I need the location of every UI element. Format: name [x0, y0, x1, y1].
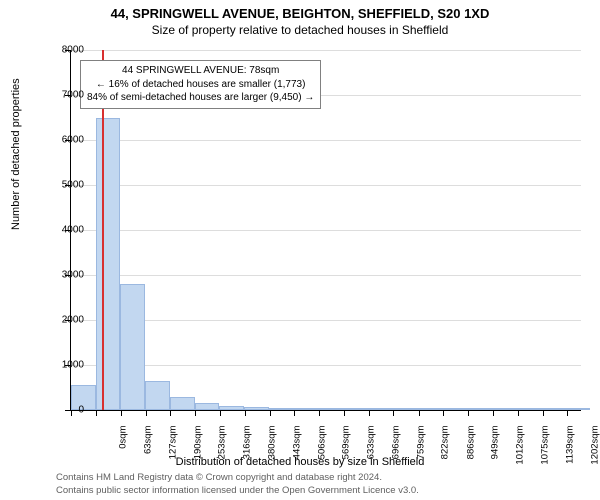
gridline — [71, 275, 581, 276]
histogram-bar — [96, 118, 121, 411]
histogram-bar — [516, 408, 541, 410]
info-line: 44 SPRINGWELL AVENUE: 78sqm — [87, 64, 314, 78]
x-tick — [195, 410, 196, 416]
x-tick — [543, 410, 544, 416]
x-tick-label: 316sqm — [241, 426, 252, 476]
x-tick — [443, 410, 444, 416]
x-tick-label: 506sqm — [316, 426, 327, 476]
histogram-bar — [293, 408, 318, 410]
histogram-bar — [368, 408, 393, 410]
gridline — [71, 50, 581, 51]
x-tick — [71, 410, 72, 416]
x-tick-label: 886sqm — [465, 426, 476, 476]
attribution-line: Contains HM Land Registry data © Crown c… — [56, 472, 419, 484]
histogram-bar — [318, 408, 343, 410]
info-box: 44 SPRINGWELL AVENUE: 78sqm ← 16% of det… — [80, 60, 321, 109]
y-tick-label: 7000 — [62, 90, 84, 101]
histogram-bar — [541, 408, 566, 410]
x-tick-label: 1139sqm — [564, 426, 575, 476]
x-tick — [493, 410, 494, 416]
chart-subtitle: Size of property relative to detached ho… — [0, 21, 600, 37]
histogram-bar — [442, 408, 467, 410]
chart-container: 44, SPRINGWELL AVENUE, BEIGHTON, SHEFFIE… — [0, 0, 600, 500]
x-tick — [270, 410, 271, 416]
x-tick — [146, 410, 147, 416]
x-tick-label: 1012sqm — [515, 426, 526, 476]
x-tick-label: 443sqm — [291, 426, 302, 476]
histogram-bar — [120, 284, 145, 410]
x-tick — [344, 410, 345, 416]
histogram-bar — [466, 408, 491, 410]
y-tick-label: 1000 — [62, 360, 84, 371]
x-tick — [393, 410, 394, 416]
attribution: Contains HM Land Registry data © Crown c… — [56, 472, 419, 497]
x-tick — [419, 410, 420, 416]
histogram-bar — [170, 397, 195, 411]
x-tick-label: 759sqm — [415, 426, 426, 476]
y-tick-label: 6000 — [62, 135, 84, 146]
gridline — [71, 230, 581, 231]
histogram-bar — [392, 408, 417, 410]
y-axis-label: Number of detached properties — [10, 78, 22, 230]
x-tick-label: 1202sqm — [589, 426, 600, 476]
x-tick — [468, 410, 469, 416]
histogram-bar — [244, 407, 269, 410]
x-tick-label: 633sqm — [366, 426, 377, 476]
gridline — [71, 185, 581, 186]
x-tick-label: 63sqm — [142, 426, 153, 476]
x-tick-label: 190sqm — [192, 426, 203, 476]
x-tick — [319, 410, 320, 416]
histogram-bar — [565, 408, 590, 410]
attribution-line: Contains public sector information licen… — [56, 485, 419, 497]
y-tick-label: 0 — [78, 405, 84, 416]
histogram-bar — [491, 408, 516, 410]
y-tick-label: 4000 — [62, 225, 84, 236]
x-tick — [518, 410, 519, 416]
x-tick-label: 127sqm — [167, 426, 178, 476]
y-tick-label: 8000 — [62, 45, 84, 56]
x-tick-label: 696sqm — [391, 426, 402, 476]
x-tick — [567, 410, 568, 416]
info-line: 84% of semi-detached houses are larger (… — [87, 91, 314, 105]
x-tick-label: 569sqm — [341, 426, 352, 476]
y-tick-label: 2000 — [62, 315, 84, 326]
x-tick — [121, 410, 122, 416]
x-tick — [96, 410, 97, 416]
histogram-bar — [417, 408, 442, 410]
x-tick — [245, 410, 246, 416]
histogram-bar — [195, 403, 220, 410]
x-tick-label: 949sqm — [490, 426, 501, 476]
plot-area: 44 SPRINGWELL AVENUE: 78sqm ← 16% of det… — [70, 50, 580, 410]
info-line: ← 16% of detached houses are smaller (1,… — [87, 78, 314, 92]
x-tick-label: 253sqm — [217, 426, 228, 476]
x-tick — [294, 410, 295, 416]
x-tick-label: 380sqm — [267, 426, 278, 476]
histogram-bar — [343, 408, 368, 410]
gridline — [71, 140, 581, 141]
x-tick — [369, 410, 370, 416]
x-tick — [220, 410, 221, 416]
x-tick — [170, 410, 171, 416]
x-tick-label: 0sqm — [118, 426, 129, 476]
gridline — [71, 320, 581, 321]
y-tick-label: 5000 — [62, 180, 84, 191]
y-tick-label: 3000 — [62, 270, 84, 281]
gridline — [71, 365, 581, 366]
x-tick-label: 1075sqm — [539, 426, 550, 476]
histogram-bar — [269, 408, 294, 410]
chart-title: 44, SPRINGWELL AVENUE, BEIGHTON, SHEFFIE… — [0, 0, 600, 21]
histogram-bar — [219, 406, 244, 411]
x-tick-label: 822sqm — [440, 426, 451, 476]
histogram-bar — [145, 381, 170, 410]
